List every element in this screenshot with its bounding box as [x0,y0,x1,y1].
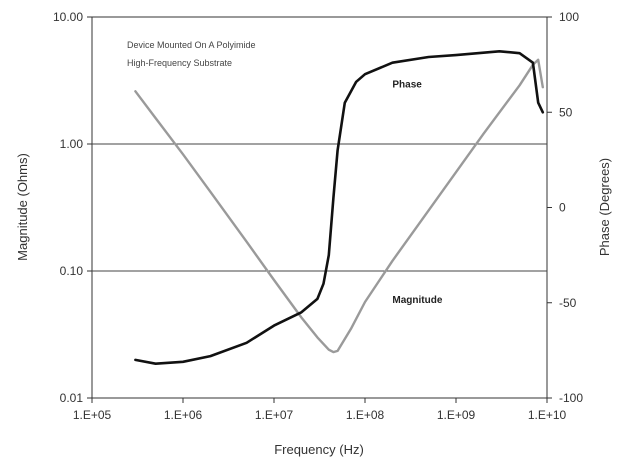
right-tick-label: -100 [559,391,583,405]
series-lines [134,49,545,366]
plot-frame [91,16,548,399]
left-tick-label: 10.00 [53,10,83,24]
x-axis-title: Frequency (Hz) [274,442,364,457]
annotation-line-1: Device Mounted On A Polyimide [127,40,256,50]
x-tick-label: 1.E+10 [528,408,567,422]
gridlines [92,143,547,272]
x-tick-label: 1.E+08 [346,408,385,422]
left-tick-label: 1.00 [60,137,84,151]
right-tick-label: 0 [559,201,566,215]
x-tick-label: 1.E+05 [73,408,112,422]
series-label-magnitude: Magnitude [392,295,442,306]
x-axis-ticks: 1.E+05 1.E+06 1.E+07 1.E+08 1.E+09 1.E+10 [73,398,567,422]
right-tick-label: -50 [559,296,577,310]
series-phase-line [134,49,545,366]
series-label-phase: Phase [392,79,422,90]
series-magnitude-line [134,58,544,354]
left-axis-title: Magnitude (Ohms) [15,153,30,261]
right-axis-ticks: 100 50 0 -50 -100 [547,10,583,405]
x-tick-label: 1.E+06 [164,408,203,422]
x-tick-label: 1.E+09 [437,408,476,422]
left-tick-label: 0.01 [60,391,84,405]
right-tick-label: 50 [559,105,573,119]
right-axis-title: Phase (Degrees) [597,158,612,256]
left-axis-ticks: 10.00 1.00 0.10 0.01 [53,10,92,405]
series-labels: Phase Magnitude [392,79,442,305]
right-tick-label: 100 [559,10,579,24]
left-tick-label: 0.10 [60,264,84,278]
x-tick-label: 1.E+07 [255,408,294,422]
annotation-line-2: High-Frequency Substrate [127,58,232,68]
